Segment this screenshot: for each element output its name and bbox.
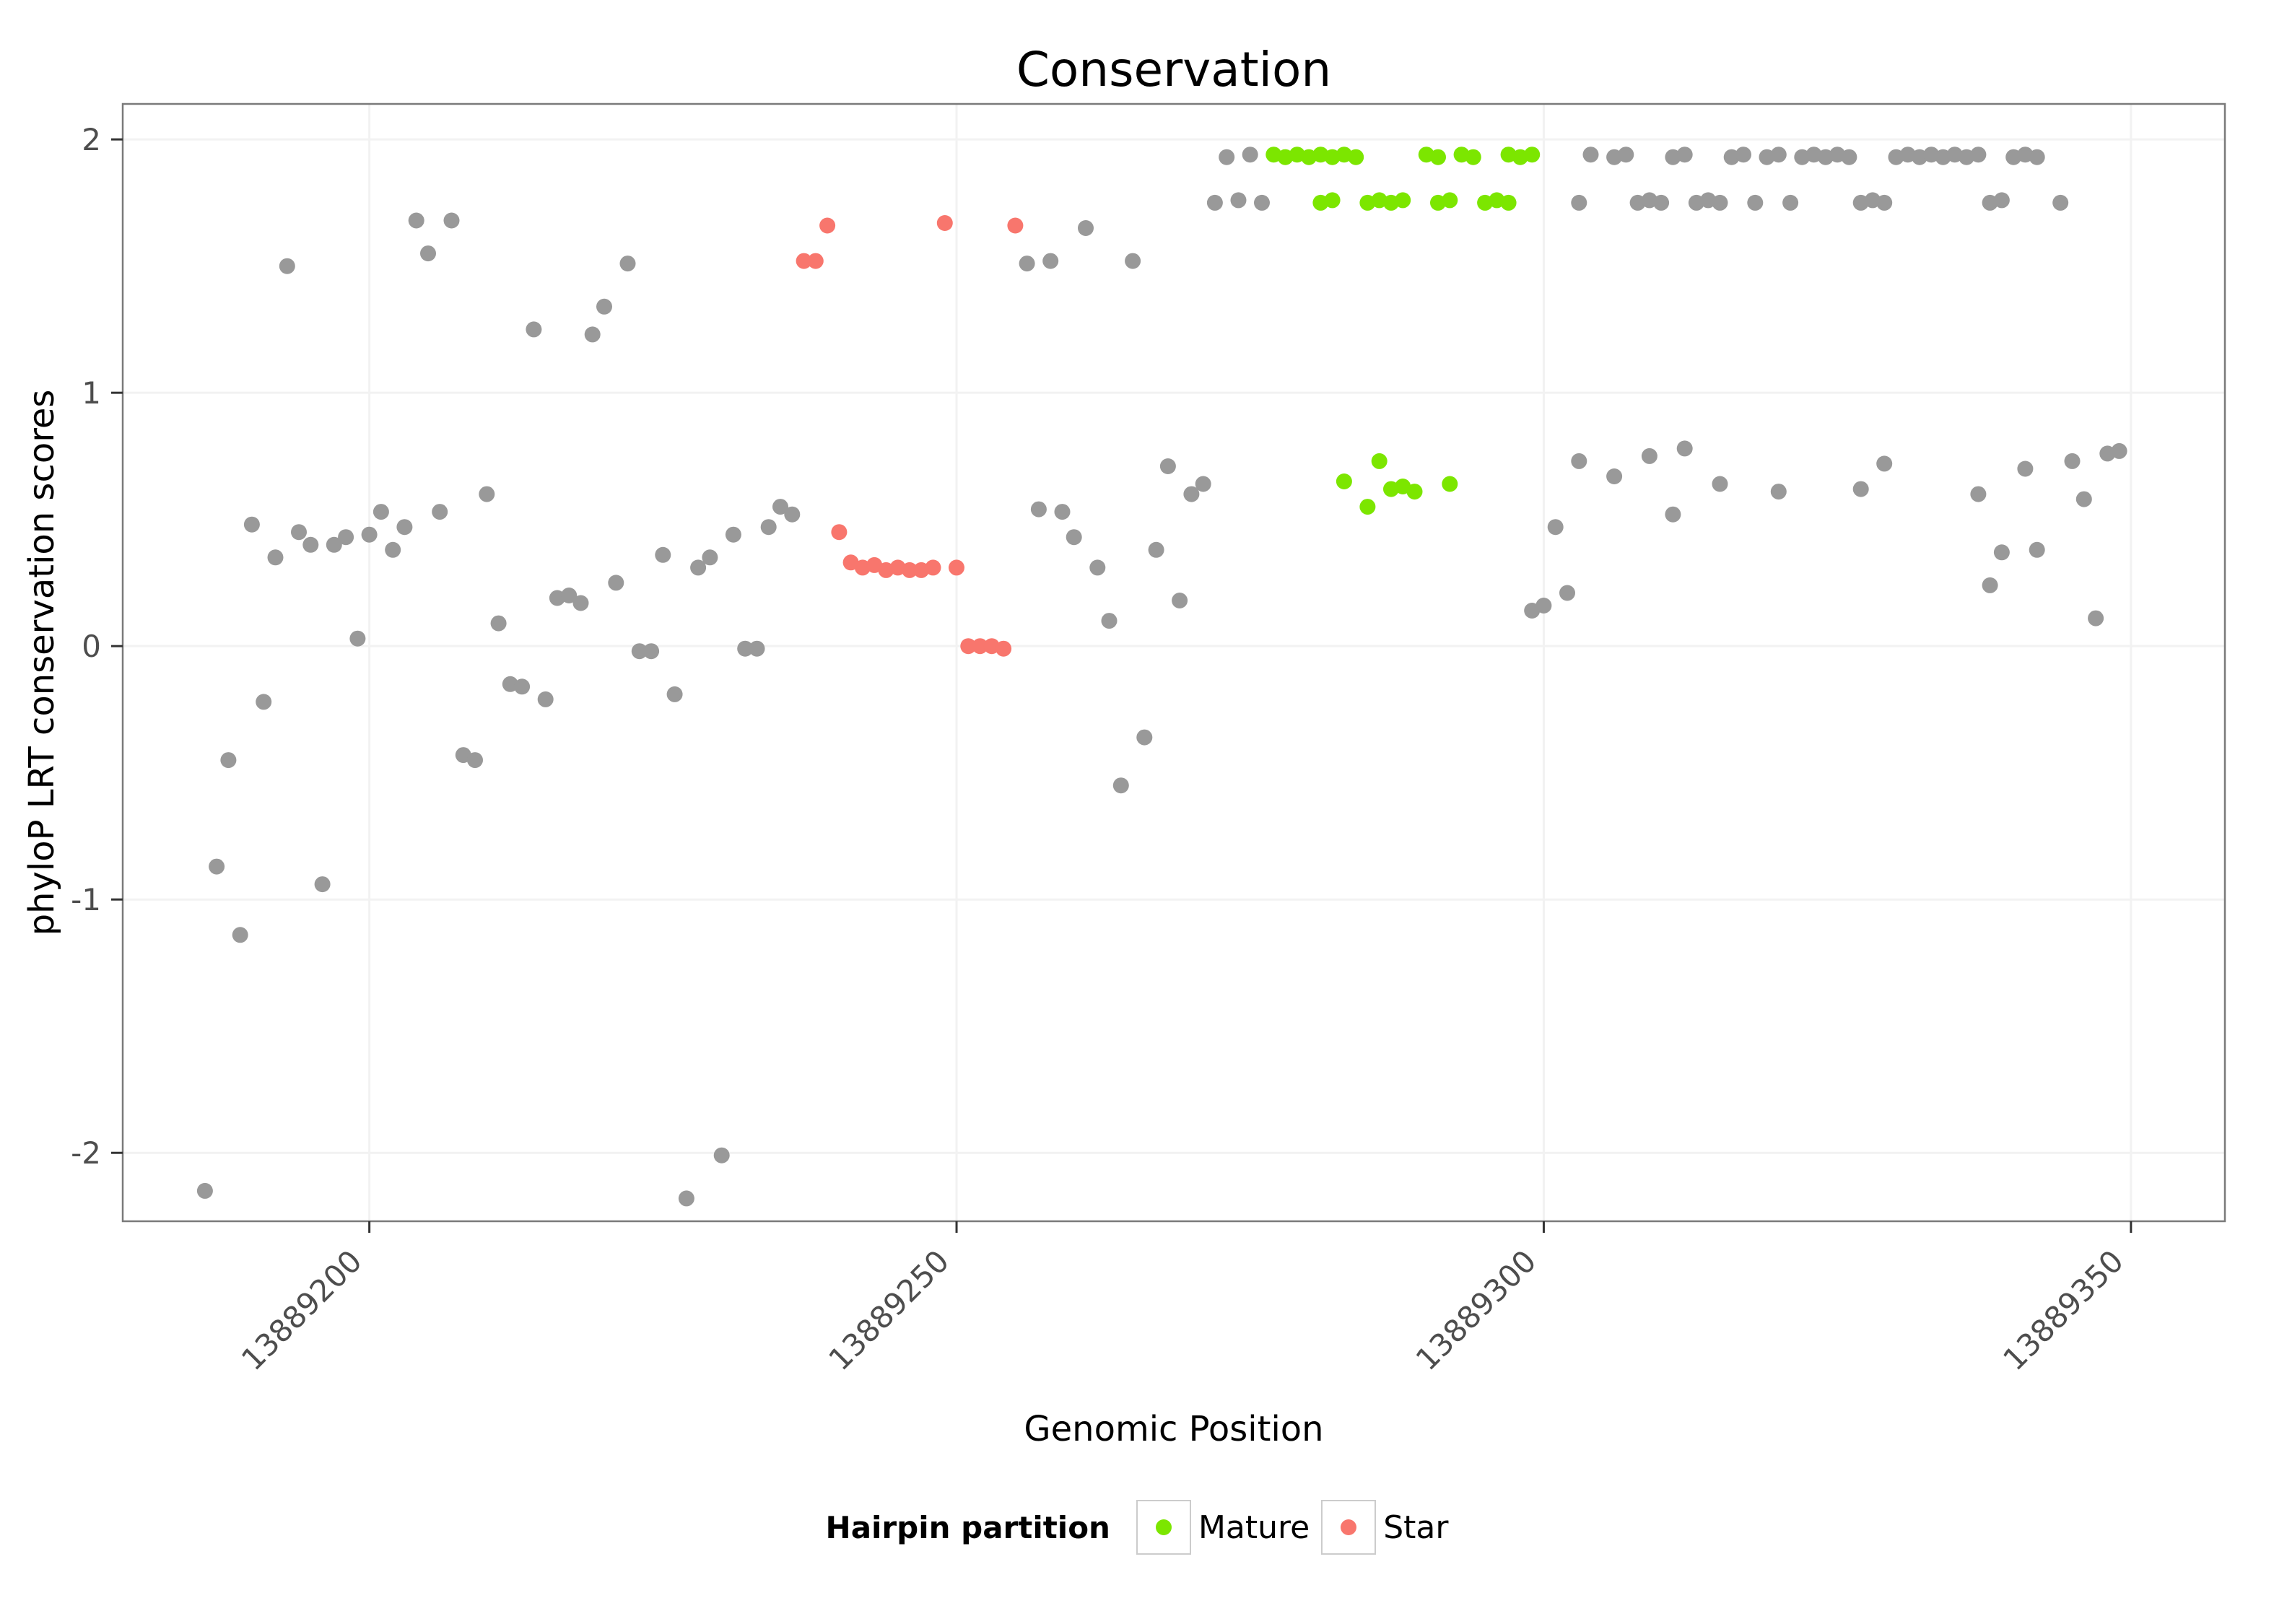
svg-text:1: 1 xyxy=(82,375,101,411)
series-star xyxy=(796,215,1024,657)
panel-border xyxy=(121,102,2226,1223)
y-tick-labels: -2 -1 0 1 2 xyxy=(71,122,101,1171)
svg-text:-1: -1 xyxy=(71,882,101,917)
mature-point-icon xyxy=(1155,1519,1172,1535)
legend-swatch-box-mature xyxy=(1136,1500,1191,1555)
svg-text:13889250: 13889250 xyxy=(822,1243,956,1377)
svg-text:13889300: 13889300 xyxy=(1409,1243,1543,1377)
gridlines xyxy=(123,104,2225,1221)
plot-panel xyxy=(123,104,2225,1221)
legend: Hairpin partition Mature Star xyxy=(0,1500,2274,1555)
legend-key-mature: Mature xyxy=(1136,1500,1310,1555)
svg-text:13889200: 13889200 xyxy=(235,1243,369,1377)
x-axis-title: Genomic Position xyxy=(1024,1409,1324,1449)
chart-title: Conservation xyxy=(1016,42,1332,97)
x-tick-labels: 13889200 13889250 13889300 13889350 xyxy=(235,1243,2130,1377)
svg-text:2: 2 xyxy=(82,122,101,157)
svg-text:0: 0 xyxy=(82,629,101,664)
y-axis-title: phyloP LRT conservation scores xyxy=(22,389,62,936)
svg-text:13889350: 13889350 xyxy=(1996,1243,2130,1377)
series-mature xyxy=(1265,147,1541,515)
axis-ticks xyxy=(111,138,2133,1233)
legend-swatch-box-star xyxy=(1321,1500,1377,1555)
series-other xyxy=(196,147,2127,1207)
star-point-icon xyxy=(1341,1519,1357,1535)
svg-text:-2: -2 xyxy=(71,1135,101,1171)
legend-title: Hairpin partition xyxy=(825,1509,1110,1545)
legend-label-star: Star xyxy=(1383,1509,1449,1546)
legend-key-star: Star xyxy=(1321,1500,1448,1555)
legend-label-mature: Mature xyxy=(1198,1509,1310,1546)
